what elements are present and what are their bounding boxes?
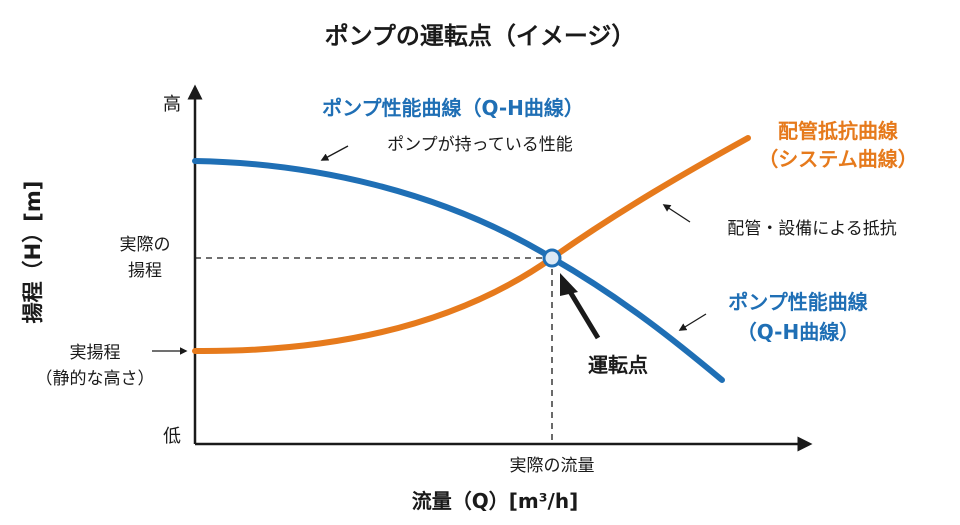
system-curve-note: 配管・設備による抵抗 [727, 219, 897, 239]
x-axis-title: 流量（Q）[m³/h] [412, 489, 578, 513]
pump-curve-end-arrow [678, 313, 707, 331]
static-head-label-line2: （静的な高さ） [36, 369, 155, 389]
system-curve-title-line2: （システム曲線） [758, 147, 917, 171]
operating-point-label: 運転点 [588, 353, 648, 377]
y-axis-title: 揚程（H）[m] [21, 181, 45, 324]
operating-flow-label: 実際の流量 [510, 456, 595, 476]
pump-curve-end-label-line1: ポンプ性能曲線 [728, 290, 867, 314]
pump-curve-end-label-line2: （Q-H曲線） [737, 320, 859, 344]
operating-point-arrowhead [560, 273, 578, 296]
y-high-label: 高 [163, 94, 181, 115]
system-curve-note-arrow [662, 204, 691, 223]
diagram-title: ポンプの運転点（イメージ） [325, 22, 636, 50]
pump-curve-note: ポンプが持っている性能 [387, 135, 573, 155]
y-low-label: 低 [163, 426, 181, 447]
operating-head-label-line1: 実際の [120, 235, 171, 255]
system-curve-line [192, 135, 751, 355]
pump-curve-title: ポンプ性能曲線（Q-H曲線） [322, 96, 584, 120]
pump-curve-line [192, 158, 725, 383]
operating-point-marker [542, 248, 562, 268]
static-head-label-line1: 実揚程 [70, 343, 121, 363]
operating-point-arrow [563, 283, 601, 340]
system-curve-title-line1: 配管抵抗曲線 [778, 119, 898, 143]
operating-head-label-line2: 揚程 [128, 261, 162, 281]
pump-curve-note-arrow [320, 145, 349, 161]
